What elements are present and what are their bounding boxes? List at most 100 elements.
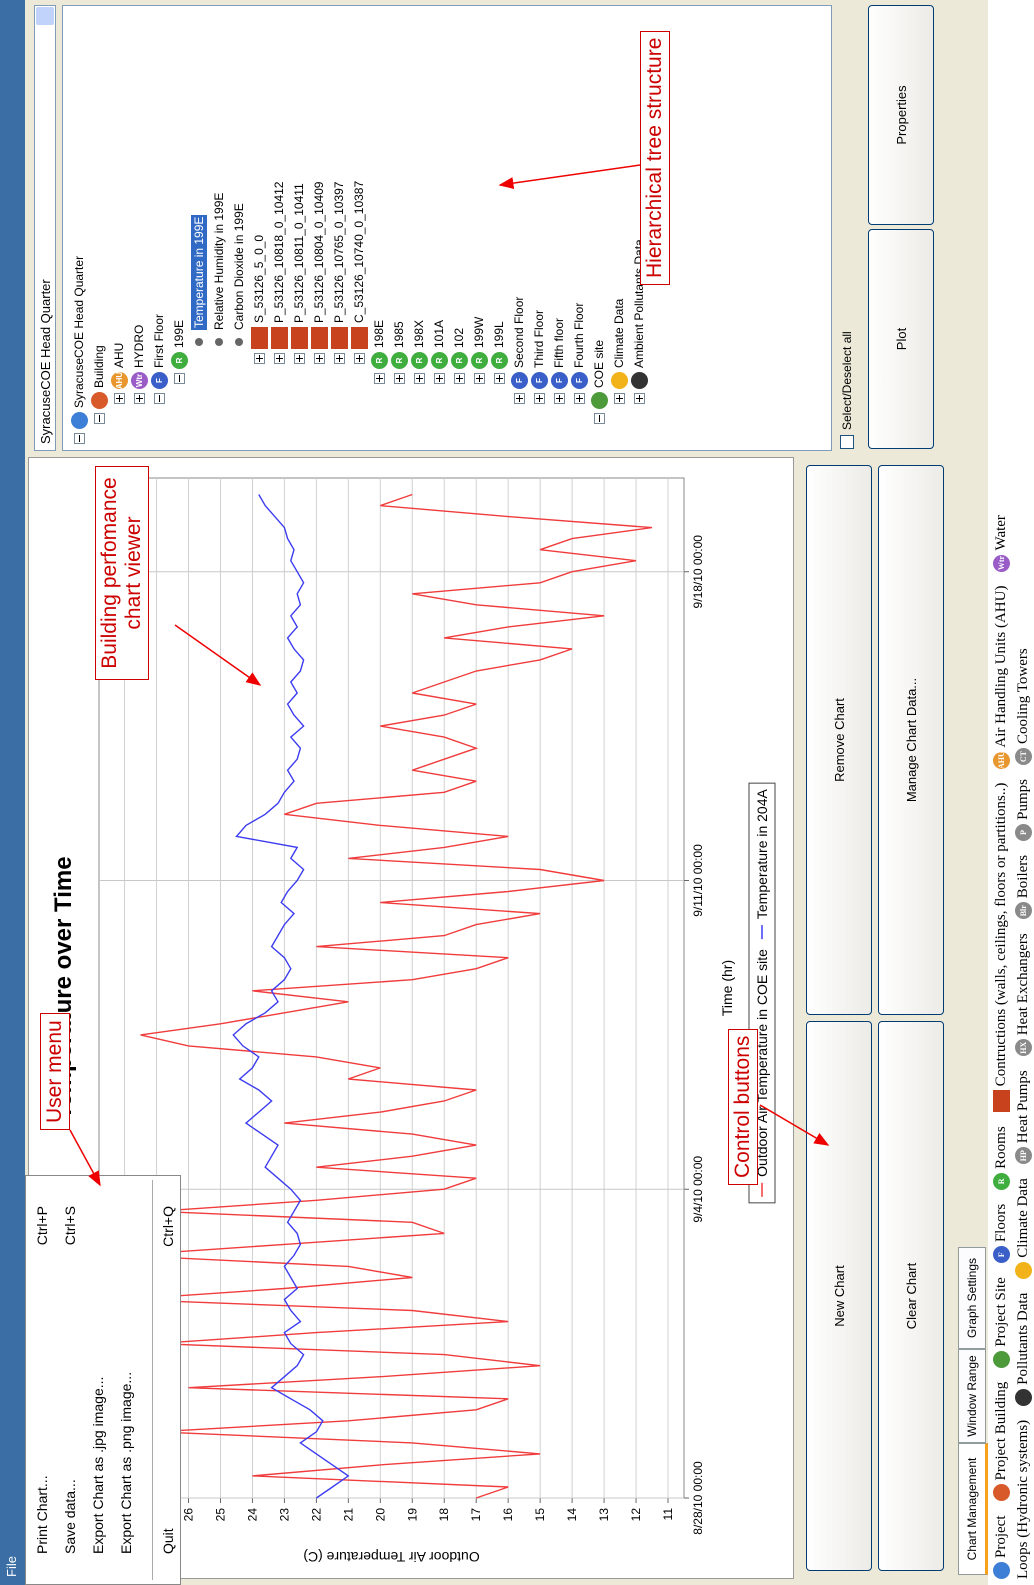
tree-node[interactable]: R 101A — [429, 320, 449, 384]
menu-item[interactable]: Export Chart as .png image... — [118, 1206, 142, 1554]
expander[interactable] — [313, 353, 325, 364]
menu-item[interactable]: Print Chart... Ctrl+P — [34, 1206, 58, 1554]
icon-letter: AHU — [996, 751, 1006, 769]
control-button[interactable]: Remove Chart — [806, 465, 872, 1015]
expander[interactable] — [253, 353, 265, 364]
node-label: 199E — [172, 319, 186, 348]
tree-node[interactable]: Climate Data — [609, 299, 629, 404]
tree-panel: SyracuseCOE Head Quarter SyracuseCOE Hea… — [28, 5, 958, 451]
icon-letter: HX — [1018, 1041, 1028, 1054]
tree-node[interactable]: P_53126_10811_0_10411 — [289, 183, 309, 364]
expander[interactable] — [633, 393, 645, 404]
expander[interactable] — [93, 413, 105, 424]
expander[interactable] — [473, 373, 485, 384]
select-all[interactable]: Select/Deselect all — [840, 331, 854, 449]
expander[interactable] — [453, 373, 465, 384]
expander[interactable] — [553, 393, 565, 404]
node-icon — [330, 327, 348, 349]
tree-node[interactable]: R 199L — [489, 321, 509, 384]
node-icon — [310, 327, 328, 349]
expander[interactable] — [573, 393, 585, 404]
dropdown-arrow[interactable] — [36, 7, 54, 25]
legend-label: Pollutants Data — [1014, 1292, 1031, 1385]
tree-node[interactable]: Temperature in 199E — [189, 214, 209, 364]
tab[interactable]: Window Range — [958, 1349, 986, 1443]
expander[interactable] — [533, 393, 545, 404]
tree-button[interactable]: Properties — [868, 5, 934, 225]
tree-node[interactable]: F Fourth Floor — [569, 303, 589, 404]
node-label: Fifth floor — [552, 317, 566, 368]
file-menu[interactable]: File — [4, 1556, 19, 1577]
expander[interactable] — [293, 353, 305, 364]
tree-node[interactable]: R 199W — [469, 317, 489, 384]
legend-item: Blr Boilers — [1014, 855, 1032, 920]
node-icon: R — [470, 352, 488, 369]
tree-node[interactable]: P_53126_10765_0_10397 — [329, 182, 349, 364]
menu-item[interactable]: Export Chart as .jpg image... — [90, 1206, 114, 1554]
tree-node[interactable]: C_53126_10740_0_10387 — [349, 181, 369, 364]
expander[interactable] — [513, 393, 525, 404]
node-label: HYDRO — [132, 324, 146, 368]
expander[interactable] — [133, 393, 145, 404]
node-label: Fourth Floor — [572, 302, 586, 368]
legend-line: Project Project Building Project Site F Floo… — [990, 501, 1012, 1579]
tab[interactable]: Graph Settings — [958, 1247, 986, 1349]
expander[interactable] — [393, 373, 405, 384]
expander[interactable] — [593, 413, 605, 424]
tree-node[interactable]: R 102 — [449, 328, 469, 384]
expander[interactable] — [73, 433, 85, 444]
expander[interactable] — [413, 373, 425, 384]
icon-letter: R — [474, 357, 484, 364]
tree-node[interactable]: Building — [89, 345, 109, 424]
tree-node[interactable]: SyracuseCOE Head Quarter — [69, 256, 89, 444]
node-icon — [290, 327, 308, 349]
menu-item[interactable]: Save data... Ctrl+S — [62, 1206, 86, 1554]
tree-node[interactable]: Wtr HYDRO — [129, 325, 149, 404]
icon-letter: R — [374, 357, 384, 364]
node-label: Third Floor — [532, 309, 546, 368]
y-tick-label: 12 — [629, 1508, 643, 1522]
control-button[interactable]: New Chart — [806, 1021, 872, 1571]
menu-item[interactable]: Quit Ctrl+Q — [160, 1206, 184, 1554]
legend-icon: HX — [1014, 1039, 1032, 1057]
expander[interactable] — [273, 353, 285, 364]
control-button[interactable]: Clear Chart — [878, 1021, 944, 1571]
expander[interactable] — [153, 393, 165, 404]
tree-node[interactable]: COE site — [589, 340, 609, 424]
tree-node[interactable]: P_53126_10818_0_10412 — [269, 182, 289, 364]
tree-button[interactable]: Plot — [868, 229, 934, 449]
project-selector[interactable]: SyracuseCOE Head Quarter — [34, 5, 56, 451]
expander[interactable] — [353, 353, 365, 364]
checkbox[interactable] — [840, 435, 854, 449]
tab[interactable]: Chart Management — [958, 1443, 988, 1575]
expander[interactable] — [333, 353, 345, 364]
tree-node[interactable]: F First Floor — [149, 314, 169, 404]
y-tick-label: 17 — [469, 1508, 483, 1522]
expander[interactable] — [493, 373, 505, 384]
y-tick-label: 26 — [182, 1508, 196, 1522]
tree-node[interactable]: R 199E — [169, 320, 189, 384]
tree-node[interactable]: R 1985 — [389, 321, 409, 384]
tree-node[interactable]: AHU AHU — [109, 343, 129, 404]
expander[interactable] — [433, 373, 445, 384]
tree-node[interactable]: Carbon Dioxide in 199E — [229, 203, 249, 364]
tree-node[interactable]: R 198X — [409, 320, 429, 384]
icon-letter: CT — [1018, 750, 1028, 763]
tree-node[interactable]: S_53126_5_0_0 — [249, 235, 269, 364]
legend-item: Project Building — [992, 1382, 1010, 1502]
expander[interactable] — [613, 393, 625, 404]
tree-node[interactable]: R 198E — [369, 320, 389, 384]
expander[interactable] — [113, 393, 125, 404]
node-icon: R — [450, 352, 468, 369]
menu-item-label: Print Chart... — [34, 1475, 50, 1554]
tree-node[interactable]: F Third Floor — [529, 310, 549, 404]
expander[interactable] — [373, 373, 385, 384]
tree-node[interactable]: F Fifth floor — [549, 318, 569, 404]
tree-node[interactable]: P_53126_10804_0_10409 — [309, 182, 329, 364]
tree-node[interactable]: F Second Floor — [509, 297, 529, 404]
control-button[interactable]: Manage Chart Data... — [878, 465, 944, 1015]
expander[interactable] — [173, 373, 185, 384]
series-line — [232, 494, 350, 1499]
tree-node[interactable]: Relative Humidity in 199E — [209, 193, 229, 364]
